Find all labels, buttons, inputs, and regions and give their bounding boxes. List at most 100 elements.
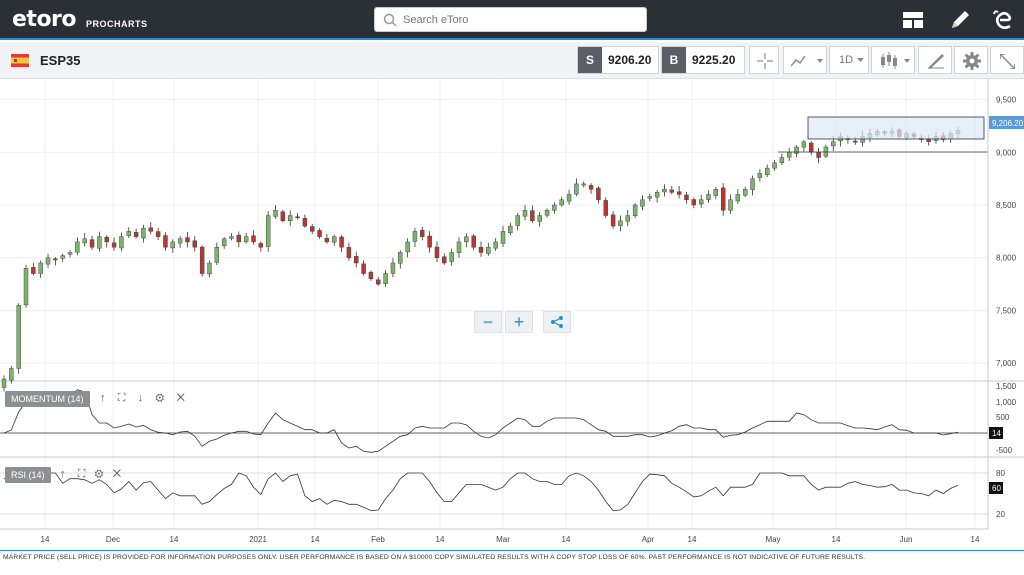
- candlestick-icon: [881, 52, 910, 69]
- gear-icon[interactable]: ⚙: [155, 392, 165, 404]
- candle-body: [258, 243, 264, 248]
- candle-body: [735, 194, 741, 202]
- price-tick-label: 9,000: [996, 148, 1017, 157]
- spain-flag-icon: [11, 54, 29, 67]
- time-tick-label: 14: [311, 535, 320, 544]
- range-rectangle: [807, 116, 985, 140]
- candle-body: [522, 210, 528, 217]
- candle-body: [126, 231, 131, 237]
- disclaimer-text: MARKET PRICE (SELL PRICE) IS PROVIDED FO…: [3, 554, 866, 561]
- momentum-tick-label: 500: [996, 413, 1010, 422]
- candle-body: [801, 141, 807, 148]
- arrow-up-icon[interactable]: ↑: [100, 392, 106, 404]
- candle-body: [221, 238, 227, 246]
- price-tick-label: 7,500: [996, 306, 1017, 315]
- zoom-out-button[interactable]: −: [474, 311, 502, 333]
- share-button[interactable]: [543, 311, 571, 333]
- candle-body: [354, 256, 359, 264]
- candle-body: [676, 191, 682, 195]
- settings-button[interactable]: [954, 46, 988, 74]
- candle-body: [111, 242, 117, 248]
- rsi-tools: ↑ ⛶ ⚙ ✕: [60, 468, 121, 481]
- interval-value: 1D: [839, 54, 854, 66]
- sell-button[interactable]: S 9206.20: [577, 46, 659, 74]
- candle-body: [853, 140, 858, 143]
- candle-type-dropdown[interactable]: [871, 46, 915, 74]
- close-icon[interactable]: ✕: [112, 468, 122, 480]
- candle-body: [750, 178, 755, 190]
- etoro-e-icon[interactable]: [990, 6, 1018, 34]
- time-tick-label: Feb: [371, 535, 385, 544]
- candle-body: [691, 199, 697, 206]
- time-tick-label: Apr: [642, 535, 655, 544]
- candle-body: [148, 227, 153, 232]
- time-tick-label: Dec: [106, 535, 120, 544]
- candle-body: [214, 246, 220, 263]
- last-price-label: 9,206.20: [992, 119, 1024, 128]
- time-tick-label: 14: [971, 535, 980, 544]
- rsi-indicator-label[interactable]: RSI (14): [5, 467, 51, 483]
- chart-type-dropdown[interactable]: [783, 46, 827, 74]
- candle-body: [265, 215, 271, 247]
- candle-body: [192, 240, 198, 248]
- candle-body: [530, 210, 535, 222]
- sell-price: 9206.20: [608, 53, 652, 67]
- crosshair-button[interactable]: [749, 46, 779, 74]
- candle-body: [508, 225, 513, 234]
- candle-body: [177, 238, 183, 244]
- maximize-icon[interactable]: ⛶: [117, 392, 126, 404]
- time-tick-label: 14: [688, 535, 697, 544]
- pencil-icon[interactable]: [946, 6, 974, 34]
- fullscreen-button[interactable]: [990, 46, 1024, 74]
- etoro-logo[interactable]: etoro: [12, 7, 77, 32]
- sell-letter: S: [578, 47, 602, 73]
- candle-body: [809, 142, 814, 153]
- close-icon[interactable]: ✕: [176, 392, 185, 404]
- buy-button[interactable]: B 9225.20: [661, 46, 745, 74]
- zoom-in-button[interactable]: +: [505, 311, 533, 333]
- candle-body: [669, 189, 674, 193]
- candle-body: [420, 229, 425, 237]
- candle-body: [816, 152, 821, 158]
- draw-tool-icon: [928, 54, 944, 69]
- gear-icon[interactable]: ⚙: [94, 468, 104, 480]
- candle-body: [500, 231, 506, 244]
- arrow-up-icon[interactable]: ↑: [60, 468, 66, 480]
- candle-body: [574, 183, 579, 195]
- candle-body: [794, 146, 799, 154]
- momentum-value-tag: [989, 427, 1003, 439]
- candle-body: [405, 241, 410, 253]
- maximize-icon[interactable]: ⛶: [77, 468, 86, 480]
- top-bar: etoro PROCHARTS: [0, 0, 1024, 40]
- chevron-down-icon: [857, 58, 864, 62]
- search-box[interactable]: [374, 7, 647, 32]
- interval-dropdown[interactable]: 1D: [829, 46, 869, 74]
- arrow-down-icon[interactable]: ↓: [137, 392, 144, 404]
- candle-body: [185, 237, 190, 243]
- candle-body: [596, 187, 601, 200]
- search-input[interactable]: [403, 11, 638, 29]
- candle-body: [317, 230, 322, 237]
- layout-icon[interactable]: [899, 6, 927, 34]
- candle-body: [647, 196, 652, 199]
- momentum-indicator-label[interactable]: MOMENTUM (14): [5, 391, 90, 407]
- instrument-symbol: ESP35: [40, 53, 81, 68]
- candle-body: [588, 185, 594, 190]
- search-icon: [383, 13, 397, 27]
- time-tick-label: 14: [832, 535, 841, 544]
- candle-body: [346, 247, 352, 258]
- time-tick-label: 14: [436, 535, 445, 544]
- candle-body: [831, 141, 836, 147]
- drawing-tools-button[interactable]: [918, 46, 952, 74]
- rsi-value-tag: [989, 482, 1003, 494]
- candle-body: [662, 188, 667, 193]
- candle-body: [23, 268, 29, 306]
- candle-body: [427, 235, 432, 248]
- candle-body: [713, 188, 719, 196]
- candle-body: [295, 216, 300, 219]
- price-tick-label: 8,000: [996, 254, 1017, 263]
- candle-body: [97, 236, 102, 249]
- time-tick-label: 14: [170, 535, 179, 544]
- candle-body: [464, 236, 469, 243]
